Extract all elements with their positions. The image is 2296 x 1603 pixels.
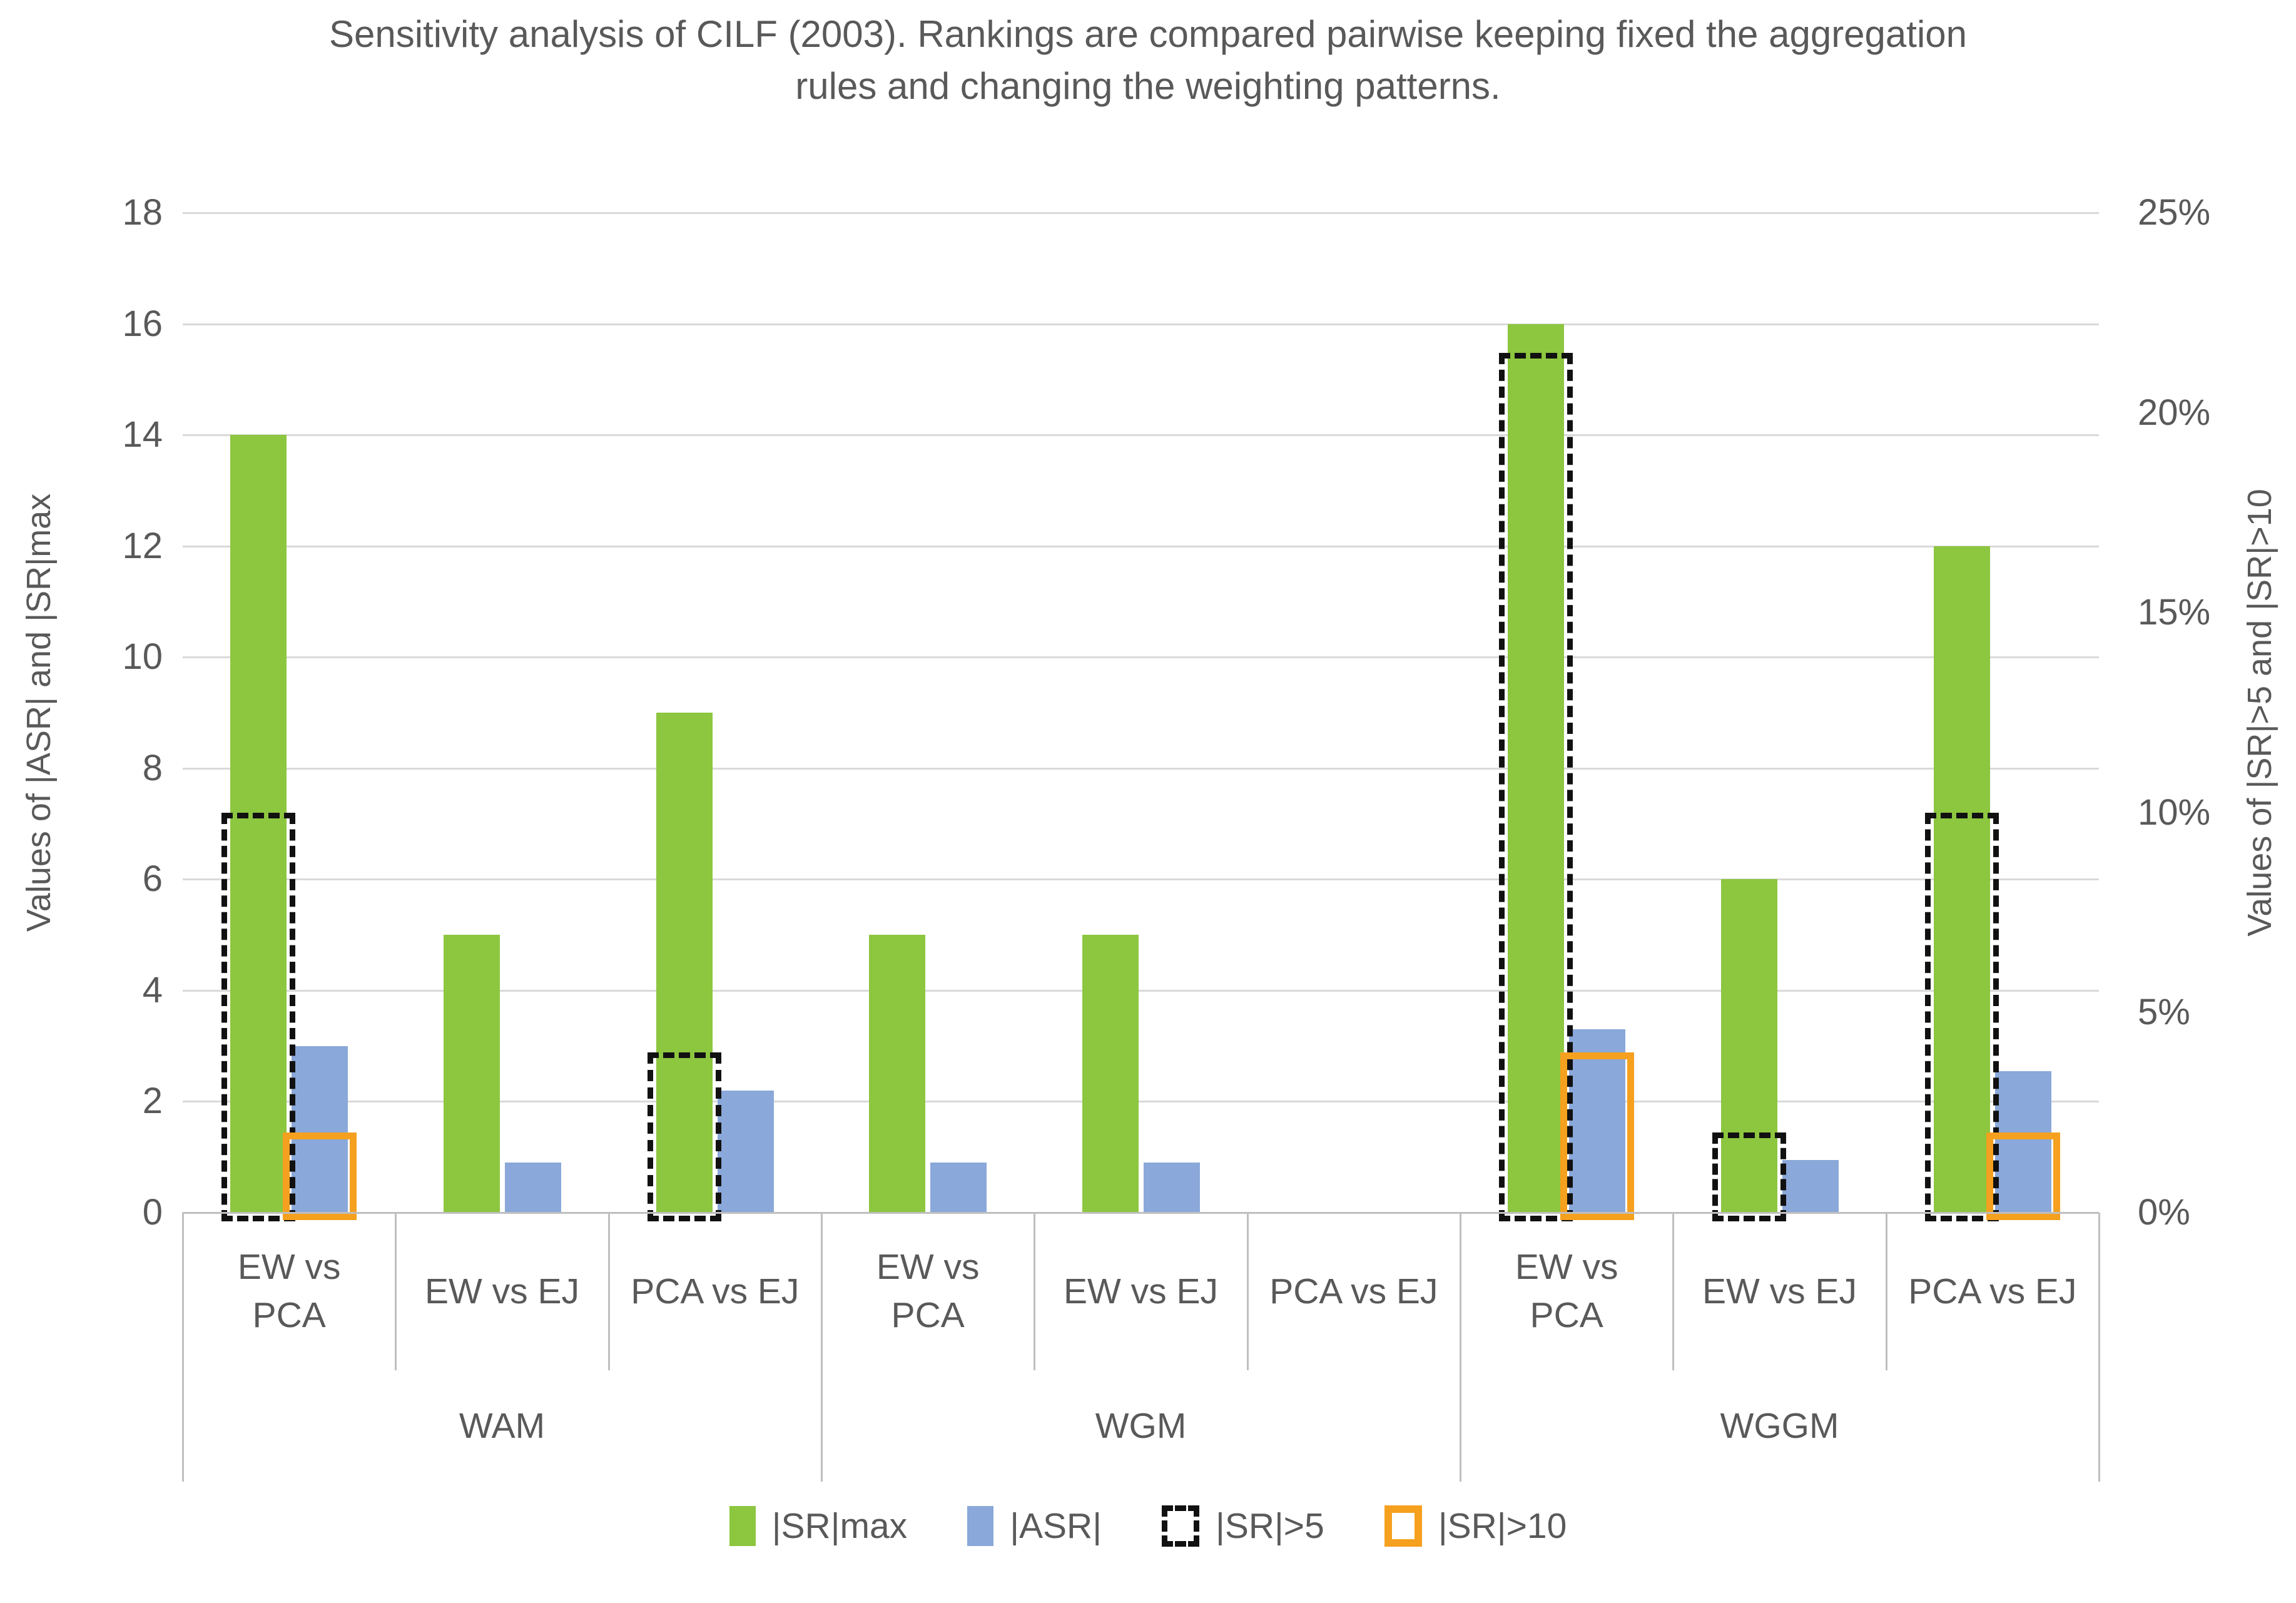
left-axis-tick: 0 xyxy=(142,1192,163,1233)
category-separator-line xyxy=(1672,1213,1675,1370)
srmax-swatch-icon xyxy=(729,1506,756,1546)
gridline xyxy=(183,323,2099,325)
srgt5-swatch-icon xyxy=(1162,1505,1200,1547)
bar-asr-wggm-ew-vs-pca xyxy=(1569,1029,1626,1213)
bar-srmax-wggm-pca-vs-ej xyxy=(1933,546,1990,1213)
left-axis-tick: 2 xyxy=(142,1081,163,1122)
bar-srmax-wam-ew-vs-pca xyxy=(230,435,287,1213)
right-axis-tick: 10% xyxy=(2138,791,2211,833)
bar-asr-wggm-ew-vs-ej xyxy=(1782,1159,1839,1213)
category-label: EW vs EJ xyxy=(1063,1271,1218,1311)
left-axis-tick: 6 xyxy=(142,858,163,900)
legend-label-srgt10: |SR|>10 xyxy=(1438,1506,1567,1546)
gridline xyxy=(183,989,2099,992)
legend-item-srgt10: |SR|>10 xyxy=(1384,1505,1567,1547)
right-axis-title: Values of |SR|>5 and |SR|>10 xyxy=(2241,489,2278,937)
box-srgt5-wggm-ew-vs-ej xyxy=(1712,1132,1786,1221)
right-axis-tick: 5% xyxy=(2138,992,2190,1033)
group-separator-line xyxy=(1460,1213,1461,1482)
left-axis-tick: 12 xyxy=(122,525,163,566)
legend: |SR|max |ASR| |SR|>5 |SR|>10 xyxy=(0,1505,2296,1547)
category-separator-line xyxy=(1885,1213,1887,1370)
box-srgt10-wggm-pca-vs-ej xyxy=(1986,1132,2060,1220)
left-axis-tick: 18 xyxy=(122,192,163,233)
gridline xyxy=(183,212,2099,214)
category-label: PCA vs EJ xyxy=(631,1271,800,1311)
gridline xyxy=(183,1101,2099,1103)
category-separator-line xyxy=(395,1213,397,1370)
category-label: EW vs EJ xyxy=(424,1271,579,1311)
bar-asr-wggm-pca-vs-ej xyxy=(1994,1071,2051,1213)
gridline xyxy=(183,878,2099,881)
box-srgt5-wam-pca-vs-ej xyxy=(647,1052,721,1221)
group-separator-line xyxy=(821,1213,823,1482)
box-srgt10-wam-ew-vs-pca xyxy=(283,1132,357,1220)
left-axis-tick: 10 xyxy=(122,636,163,678)
right-axis-tick: 20% xyxy=(2138,392,2211,433)
srgt10-swatch-icon xyxy=(1384,1505,1422,1547)
bar-srmax-wam-ew-vs-ej xyxy=(443,935,500,1213)
category-separator-line xyxy=(1246,1213,1249,1370)
group-label: WAM xyxy=(459,1406,546,1446)
bar-srmax-wggm-ew-vs-ej xyxy=(1720,879,1777,1213)
legend-label-asr: |ASR| xyxy=(1010,1506,1102,1546)
legend-item-srmax: |SR|max xyxy=(729,1505,907,1547)
gridline xyxy=(183,545,2099,547)
category-label: EW vs EJ xyxy=(1702,1271,1857,1311)
bar-asr-wam-ew-vs-ej xyxy=(504,1163,561,1213)
left-axis-tick: 4 xyxy=(142,969,163,1010)
left-axis-tick: 14 xyxy=(122,414,163,455)
box-srgt5-wggm-pca-vs-ej xyxy=(1924,812,1999,1221)
right-axis-tick: 25% xyxy=(2138,192,2211,233)
category-label: EW vs PCA xyxy=(876,1247,980,1335)
bar-srmax-wggm-ew-vs-pca xyxy=(1508,323,1565,1213)
bar-asr-wgm-ew-vs-pca xyxy=(930,1163,987,1213)
x-axis-line xyxy=(183,1212,2099,1214)
bar-asr-wgm-ew-vs-ej xyxy=(1143,1163,1200,1213)
bar-srmax-wam-pca-vs-ej xyxy=(656,713,713,1213)
gridline xyxy=(183,767,2099,770)
category-label: PCA vs EJ xyxy=(1908,1271,2077,1311)
legend-label-srmax: |SR|max xyxy=(771,1506,908,1546)
gridline xyxy=(183,656,2099,659)
group-label: WGGM xyxy=(1720,1406,1839,1446)
group-separator-line xyxy=(182,1213,184,1482)
group-separator-line xyxy=(2098,1213,2100,1482)
category-label: EW vs PCA xyxy=(237,1247,341,1335)
category-separator-line xyxy=(607,1213,610,1370)
legend-item-srgt5: |SR|>5 xyxy=(1162,1505,1324,1547)
bar-srmax-wgm-ew-vs-pca xyxy=(869,935,926,1213)
left-axis-tick: 8 xyxy=(142,747,163,788)
category-label: EW vs PCA xyxy=(1515,1247,1618,1335)
group-label: WGM xyxy=(1095,1406,1187,1446)
box-srgt5-wggm-ew-vs-pca xyxy=(1499,352,1573,1221)
asr-swatch-icon xyxy=(967,1506,994,1546)
bar-asr-wam-pca-vs-ej xyxy=(717,1090,774,1213)
gridline xyxy=(183,434,2099,437)
box-srgt10-wggm-ew-vs-pca xyxy=(1560,1052,1635,1220)
legend-item-asr: |ASR| xyxy=(967,1505,1102,1547)
right-axis-tick: 15% xyxy=(2138,592,2211,633)
bar-asr-wam-ew-vs-pca xyxy=(292,1046,348,1213)
left-axis-tick: 16 xyxy=(122,303,163,344)
legend-label-srgt5: |SR|>5 xyxy=(1216,1506,1324,1546)
category-label: PCA vs EJ xyxy=(1269,1271,1438,1311)
category-separator-line xyxy=(1034,1213,1036,1370)
bar-srmax-wgm-ew-vs-ej xyxy=(1082,935,1139,1213)
chart-title: Sensitivity analysis of CILF (2003). Ran… xyxy=(328,13,1968,107)
right-axis-tick: 0% xyxy=(2138,1192,2190,1233)
box-srgt5-wam-ew-vs-pca xyxy=(221,812,296,1221)
